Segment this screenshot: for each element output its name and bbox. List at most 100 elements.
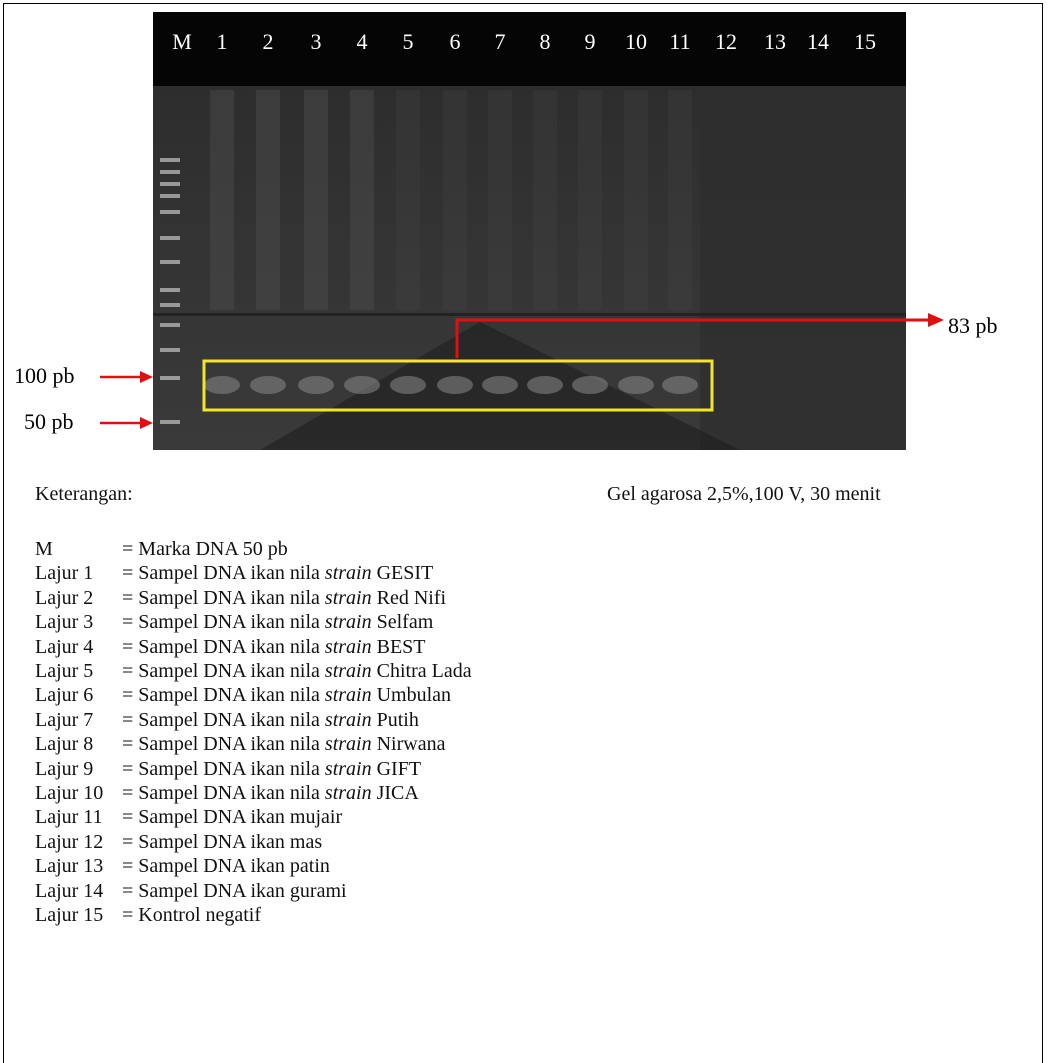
- lane-band: [390, 376, 426, 394]
- lane-smear: [533, 90, 557, 310]
- entry-text: = Sampel DNA ikan nila: [122, 782, 320, 804]
- entry-text: = Sampel DNA ikan nila: [122, 757, 320, 780]
- lane-band: [662, 376, 698, 394]
- key: Lajur 15: [35, 904, 104, 926]
- caption-heading: Keterangan:: [35, 483, 133, 505]
- legend-entry: Lajur 15 = Kontrol negatif: [35, 903, 261, 927]
- ladder-band: [160, 348, 180, 352]
- ladder: [160, 158, 180, 424]
- entry-text: BEST: [376, 635, 426, 658]
- ladder-band: [160, 420, 180, 424]
- entry-text: = Kontrol negatif: [122, 904, 262, 926]
- legend-entry: Lajur 12 = Sampel DNA ikan mas: [35, 830, 322, 854]
- key: Lajur 14: [35, 879, 104, 902]
- gel-right-region: [700, 86, 906, 450]
- lane-band: [482, 376, 518, 394]
- lane-label: 13: [764, 29, 786, 54]
- legend-entry: Lajur 2 = Sampel DNA ikan nila strain Red…: [35, 586, 446, 610]
- entry-text: GESIT: [376, 562, 434, 585]
- legend-entry: Lajur 8 = Sampel DNA ikan nila strain Nir…: [35, 732, 445, 756]
- legend-entry: Lajur 14 = Sampel DNA ikan gurami: [35, 879, 347, 903]
- bands: [204, 90, 698, 394]
- ladder-band: [160, 194, 180, 198]
- arrow-head: [928, 313, 944, 327]
- legend-entry: Lajur 13 = Sampel DNA ikan patin: [35, 854, 330, 878]
- marker-label: 50 pb: [24, 409, 74, 434]
- lane-smear: [396, 90, 420, 310]
- ladder-band: [160, 236, 180, 240]
- lane-smear: [304, 90, 328, 310]
- lane-label: 14: [807, 29, 829, 54]
- gel-conditions: Gel agarosa 2,5%,100 V, 30 menit: [607, 483, 881, 505]
- entry-text: Nirwana: [376, 733, 446, 756]
- ladder-band: [160, 182, 180, 186]
- legend-entry: Lajur 1 = Sampel DNA ikan nila strain GES…: [35, 561, 433, 585]
- lane-smear: [443, 90, 467, 310]
- legend-entry: Lajur 11 = Sampel DNA ikan mujair: [35, 805, 342, 829]
- lane-label: 3: [311, 29, 322, 54]
- entry-text: Chitra Lada: [376, 660, 472, 682]
- highlight-box: [202, 359, 714, 412]
- frame: [3, 3, 1043, 1063]
- gel-seam: [153, 313, 906, 316]
- lane-band: [250, 376, 286, 394]
- entry-text: strain: [324, 611, 372, 634]
- entry-text: = Sampel DNA ikan patin: [122, 855, 330, 878]
- lane-band: [344, 376, 380, 394]
- entry-text: = Sampel DNA ikan nila: [122, 611, 320, 634]
- gel-figure: 83 pb 100 pb 50 pb M 1 2 3 4 5 6 7 8 9 10 11 12 13 14 1…: [14, 12, 998, 450]
- lane-label: 10: [625, 29, 647, 54]
- key: Lajur 10: [35, 782, 104, 804]
- entry-text: Putih: [376, 708, 419, 731]
- callout-line: [455, 318, 930, 358]
- lane-band: [204, 376, 240, 394]
- key: Lajur 12: [35, 830, 104, 853]
- lane-smear: [578, 90, 602, 310]
- entry-text: = Sampel DNA ikan nila: [122, 586, 320, 609]
- lane-band: [572, 376, 608, 394]
- lane-band: [437, 376, 473, 394]
- ladder-band: [160, 288, 180, 292]
- legend-entry: Lajur 3 = Sampel DNA ikan nila strain Sel…: [35, 610, 433, 634]
- callout-label: 83 pb: [948, 313, 998, 338]
- entry-text: = Sampel DNA ikan nila: [122, 562, 320, 585]
- legend-entry: M = Marka DNA 50 pb: [35, 537, 288, 561]
- entry-text: = Sampel DNA ikan mas: [122, 830, 323, 853]
- key: Lajur 8: [35, 733, 94, 756]
- entry-text: = Sampel DNA ikan nila: [122, 660, 320, 682]
- lane-label: 5: [403, 29, 414, 54]
- key: Lajur 7: [35, 708, 94, 731]
- lane-label: 1: [217, 29, 228, 54]
- lane-smear: [668, 90, 692, 310]
- ladder-band: [160, 170, 180, 174]
- marker-label: 100 pb: [14, 363, 75, 388]
- lane-label: M: [172, 29, 192, 54]
- key: Lajur 11: [35, 806, 103, 829]
- key: Lajur 6: [35, 684, 94, 707]
- entry-text: strain: [324, 684, 372, 707]
- entry-text: Umbulan: [376, 684, 452, 707]
- entry-text: strain: [324, 733, 372, 756]
- lane-smear: [256, 90, 280, 310]
- lane-label: 2: [263, 29, 274, 54]
- key: M: [35, 538, 53, 560]
- entry-text: strain: [324, 757, 372, 780]
- entry-text: GIFT: [376, 757, 422, 780]
- lane-smear: [350, 90, 374, 310]
- entry-text: strain: [324, 635, 372, 658]
- legend-entry: Lajur 7 = Sampel DNA ikan nila strain Put…: [35, 708, 419, 732]
- lane-band: [298, 376, 334, 394]
- entry-text: strain: [324, 782, 372, 804]
- lane-band: [618, 376, 654, 394]
- entry-text: = Sampel DNA ikan mujair: [122, 806, 343, 829]
- lane-label: 15: [854, 29, 876, 54]
- ladder-band: [160, 323, 180, 327]
- lane-smear: [488, 90, 512, 310]
- entry-text: Selfam: [376, 611, 434, 634]
- lane-label: 7: [495, 29, 506, 54]
- ladder-band: [160, 158, 180, 162]
- entry-text: = Sampel DNA ikan nila: [122, 708, 320, 731]
- entry-text: strain: [324, 562, 372, 585]
- entry-text: = Sampel DNA ikan nila: [122, 733, 320, 756]
